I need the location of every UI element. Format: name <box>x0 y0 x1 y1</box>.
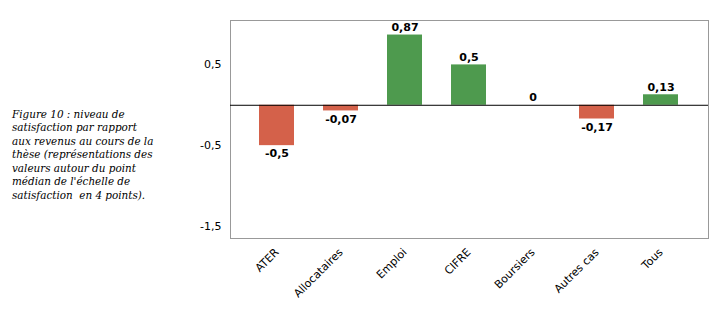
svg-text:0: 0 <box>529 91 537 104</box>
svg-text:0,5: 0,5 <box>204 58 222 71</box>
svg-text:Emploi: Emploi <box>374 246 410 282</box>
svg-text:-0,07: -0,07 <box>325 113 357 126</box>
svg-text:0,87: 0,87 <box>391 21 418 34</box>
svg-text:ATER: ATER <box>253 245 282 274</box>
svg-text:Boursiers: Boursiers <box>492 246 538 292</box>
svg-text:Autres cas: Autres cas <box>552 246 602 296</box>
html-text:Figure 10 : niveau de satisfac: Figure 10 : niveau de satisfaction par r… <box>12 107 154 201</box>
svg-text:0,5: 0,5 <box>459 51 479 64</box>
svg-text:0,13: 0,13 <box>647 81 674 94</box>
svg-text:CIFRE: CIFRE <box>442 246 474 278</box>
svg-text:-1,5: -1,5 <box>200 220 221 233</box>
svg-text:-0,5: -0,5 <box>265 147 289 160</box>
svg-text:Allocataires: Allocataires <box>291 246 346 301</box>
svg-text:Tous: Tous <box>639 246 666 273</box>
svg-text:-0,5: -0,5 <box>200 139 221 152</box>
svg-text:-0,17: -0,17 <box>581 121 613 134</box>
